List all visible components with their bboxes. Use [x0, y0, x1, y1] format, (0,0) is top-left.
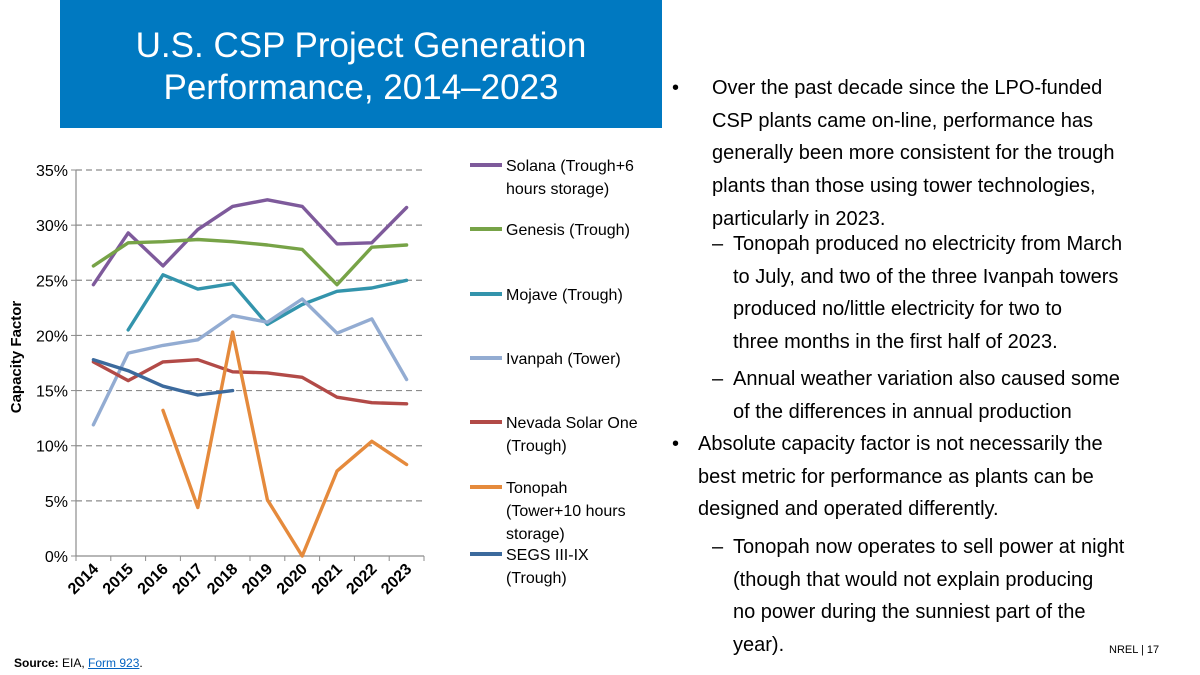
y-tick-label: 35%	[36, 163, 68, 180]
x-tick-label: 2014	[65, 561, 102, 598]
legend-label: Genesis (Trough)	[506, 222, 630, 239]
y-tick-label: 15%	[36, 384, 68, 401]
bullet-text: Absolute capacity factor is not necessar…	[698, 433, 1103, 521]
x-tick-label: 2016	[135, 561, 172, 598]
y-tick-label: 0%	[45, 549, 68, 566]
x-tick-label: 2018	[204, 561, 241, 598]
x-tick-label: 2023	[378, 561, 415, 598]
legend-label: Ivanpah (Tower)	[506, 351, 621, 368]
source-note: Source: EIA, Form 923.	[14, 656, 143, 670]
bullet-marker: –	[712, 368, 724, 390]
bullet-text: Tonopah now operates to sell power at ni…	[733, 536, 1125, 657]
series-line	[161, 330, 409, 558]
bullet-marker: •	[672, 433, 680, 455]
org-name: NREL	[1109, 644, 1138, 656]
x-tick-label: 2020	[274, 561, 311, 598]
legend-swatch	[470, 485, 502, 489]
bullet-text: Annual weather variation also caused som…	[733, 368, 1120, 423]
legend-swatch	[470, 552, 502, 556]
legend-swatch	[470, 292, 502, 296]
legend-swatch	[470, 356, 502, 360]
legend-swatch	[470, 163, 502, 167]
title-banner: U.S. CSP Project Generation Performance,…	[60, 0, 662, 128]
y-tick-label: 5%	[45, 494, 68, 511]
series-line	[91, 198, 409, 287]
tick-labels: 0%5%10%15%20%25%30%35%201420152016201720…	[36, 163, 416, 598]
gridlines	[76, 169, 424, 502]
bullet-text: Tonopah produced no electricity from Mar…	[733, 233, 1123, 354]
legend-label: Solana (Trough+6 hours storage)	[506, 158, 634, 198]
slide-title: U.S. CSP Project Generation Performance,…	[136, 19, 587, 109]
legend-label: SEGS III-IX (Trough)	[506, 547, 589, 587]
legend-label: Tonopah (Tower+10 hours storage)	[506, 480, 626, 543]
page-footer: NREL | 17	[1109, 644, 1159, 656]
bullet-marker: –	[712, 536, 724, 558]
legend-item-tonopah: Tonopah (Tower+10 hours storage)	[470, 477, 656, 546]
y-tick-label: 25%	[36, 273, 68, 290]
legend-swatch	[470, 420, 502, 424]
series-line	[91, 237, 409, 287]
title-line-1: U.S. CSP Project Generation	[135, 26, 587, 65]
x-tick-label: 2019	[239, 561, 276, 598]
capacity-factor-chart: 0%5%10%15%20%25%30%35%201420152016201720…	[8, 163, 425, 598]
x-tick-label: 2015	[100, 561, 137, 598]
legend-item-nevada-solar-one: Nevada Solar One (Trough)	[470, 412, 656, 458]
series-line	[91, 297, 409, 427]
page-number: 17	[1146, 644, 1160, 656]
legend-item-ivanpah: Ivanpah (Tower)	[470, 348, 656, 371]
legend-item-solana: Solana (Trough+6 hours storage)	[470, 155, 656, 201]
x-tick-label: 2021	[309, 561, 346, 598]
series-line	[91, 358, 409, 406]
footer-separator: |	[1137, 644, 1147, 656]
y-axis-label: Capacity Factor	[8, 301, 25, 414]
legend-label: Mojave (Trough)	[506, 287, 623, 304]
y-tick-label: 30%	[36, 218, 68, 235]
series-line	[91, 358, 235, 397]
x-tick-label: 2022	[343, 561, 380, 598]
source-end: .	[139, 656, 143, 670]
bullet-text: Over the past decade since the LPO-funde…	[712, 77, 1115, 230]
legend-label: Nevada Solar One (Trough)	[506, 415, 638, 455]
title-line-2: Performance, 2014–2023	[163, 68, 559, 107]
legend-item-segs: SEGS III-IX (Trough)	[470, 544, 656, 590]
form-923-link[interactable]: Form 923	[88, 656, 140, 670]
y-tick-label: 10%	[36, 439, 68, 456]
axes	[71, 169, 425, 561]
series-lines	[91, 198, 409, 558]
legend-item-genesis: Genesis (Trough)	[470, 219, 656, 242]
bullet-marker: –	[712, 233, 724, 255]
series-line	[126, 273, 409, 332]
y-tick-label: 20%	[36, 328, 68, 345]
source-text: EIA,	[58, 656, 89, 670]
x-tick-label: 2017	[169, 561, 206, 598]
source-label: Source:	[14, 656, 59, 670]
legend-swatch	[470, 227, 502, 231]
bullet-marker: •	[672, 77, 680, 99]
legend-item-mojave: Mojave (Trough)	[470, 284, 656, 307]
